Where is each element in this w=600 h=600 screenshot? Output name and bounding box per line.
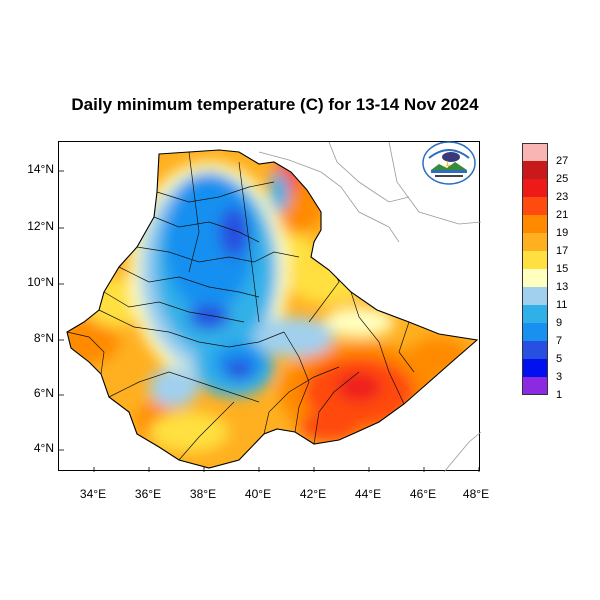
legend-swatch [522, 323, 548, 341]
legend-label: 19 [556, 227, 569, 239]
legend-swatch [522, 215, 548, 233]
legend-label: 23 [556, 191, 569, 203]
legend-swatch [522, 197, 548, 215]
ethiopian-meteorology-institute-logo-icon [422, 141, 476, 185]
legend-swatch [522, 377, 548, 395]
x-tick-label: 46°E [409, 487, 437, 501]
legend-label: 1 [556, 389, 563, 401]
y-tick-label: 6°N [33, 386, 54, 400]
temperature-map [59, 142, 481, 472]
legend-swatch [522, 233, 548, 251]
legend-label: 25 [556, 173, 569, 185]
y-tick-label: 10°N [27, 275, 54, 289]
y-tick-label: 4°N [33, 441, 54, 455]
legend-swatch [522, 341, 548, 359]
neighbor-border [258, 151, 400, 243]
neighbor-border [328, 142, 410, 203]
y-tick-label: 12°N [27, 219, 54, 233]
axis-ticks [59, 170, 480, 472]
map-panel [58, 141, 481, 472]
legend-swatch [522, 251, 548, 269]
legend-swatch [522, 269, 548, 287]
legend-label: 15 [556, 263, 569, 275]
legend-swatch [522, 161, 548, 179]
legend-swatch [522, 359, 548, 377]
neighbor-border [388, 142, 481, 225]
x-tick-label: 48°E [462, 487, 490, 501]
legend-label: 3 [556, 371, 563, 383]
legend-label: 7 [556, 335, 563, 347]
legend-label: 5 [556, 353, 563, 365]
y-tick-label: 8°N [33, 331, 54, 345]
y-tick-label: 14°N [27, 162, 54, 176]
x-tick-label: 44°E [354, 487, 382, 501]
legend-swatch [522, 287, 548, 305]
legend-swatch [522, 179, 548, 197]
legend-swatch [522, 143, 548, 161]
x-tick-label: 42°E [299, 487, 327, 501]
color-legend [522, 143, 548, 395]
x-tick-label: 38°E [189, 487, 217, 501]
map-title: Daily minimum temperature (C) for 13-14 … [71, 95, 479, 114]
x-tick-label: 40°E [244, 487, 272, 501]
neighbor-border [443, 431, 481, 472]
legend-label: 27 [556, 155, 569, 167]
legend-label: 17 [556, 245, 569, 257]
legend-swatch [522, 305, 548, 323]
legend-label: 9 [556, 317, 563, 329]
x-tick-label: 34°E [79, 487, 107, 501]
legend-label: 11 [556, 299, 568, 311]
region-boundaries [67, 151, 415, 461]
legend-label: 13 [556, 281, 569, 293]
legend-label: 21 [556, 209, 569, 221]
ethiopia-outline [66, 149, 479, 469]
x-tick-label: 36°E [134, 487, 162, 501]
